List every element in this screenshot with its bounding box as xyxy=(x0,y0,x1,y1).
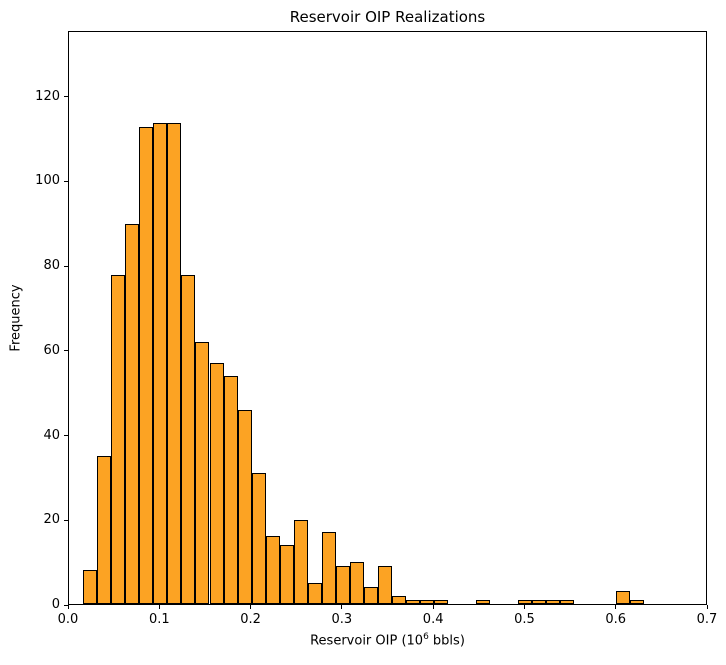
histogram-bar xyxy=(293,519,308,604)
histogram-bar xyxy=(265,536,280,604)
y-tick-label: 60 xyxy=(43,342,60,358)
y-tick-mark xyxy=(64,604,68,606)
histogram-bar xyxy=(531,599,546,604)
x-tick-label: 0.1 xyxy=(148,612,170,627)
histogram-bar xyxy=(545,599,560,604)
x-axis-label-prefix: Reservoir OIP (10 xyxy=(310,633,424,649)
x-tick-mark xyxy=(523,605,525,609)
x-tick-mark xyxy=(615,605,617,609)
histogram-bar xyxy=(321,532,336,604)
histogram-bar xyxy=(181,274,196,604)
plot-area xyxy=(68,31,707,605)
histogram-bar xyxy=(237,409,252,604)
x-axis-label-superscript: 6 xyxy=(423,632,429,642)
histogram-bar xyxy=(559,599,574,604)
histogram-bar xyxy=(195,342,210,604)
histogram-bar xyxy=(307,582,322,604)
histogram-bar xyxy=(251,473,266,604)
x-tick-mark xyxy=(250,605,252,609)
x-tick-mark xyxy=(341,605,343,609)
x-tick-mark xyxy=(158,605,160,609)
y-tick-label: 0 xyxy=(51,597,60,612)
y-tick-label: 20 xyxy=(43,512,60,528)
histogram-bar xyxy=(517,599,532,604)
histogram-bar xyxy=(419,599,434,604)
y-tick-mark xyxy=(64,96,68,98)
x-axis-label-suffix: bbls) xyxy=(428,633,465,649)
x-tick-label: 0.7 xyxy=(696,612,718,627)
y-tick-mark xyxy=(64,435,68,437)
y-tick-label: 100 xyxy=(35,173,60,189)
y-tick-mark xyxy=(64,265,68,267)
histogram-bar xyxy=(83,570,98,604)
y-tick-mark xyxy=(64,350,68,352)
x-tick-label: 0.6 xyxy=(605,612,627,627)
x-tick-mark xyxy=(67,605,69,609)
x-tick-mark xyxy=(706,605,708,609)
histogram-bar xyxy=(209,363,224,604)
histogram-bar xyxy=(279,544,294,604)
x-tick-label: 0.5 xyxy=(514,612,535,627)
histogram-bar xyxy=(433,599,448,604)
x-axis-label: Reservoir OIP (106 bbls) xyxy=(68,632,707,648)
x-tick-mark xyxy=(432,605,434,609)
y-tick-label: 80 xyxy=(43,258,60,274)
histogram-bar xyxy=(377,566,392,604)
y-axis-label: Frequency xyxy=(8,284,24,352)
x-tick-label: 0.2 xyxy=(240,612,261,627)
x-tick-label: 0.4 xyxy=(422,612,444,627)
y-tick-mark xyxy=(64,519,68,521)
histogram-bar xyxy=(335,566,350,604)
histogram-bar xyxy=(111,274,126,604)
histogram-bar xyxy=(349,561,364,604)
histogram-bar xyxy=(629,599,644,604)
x-tick-label: 0.3 xyxy=(331,612,353,627)
histogram-bar xyxy=(223,376,238,604)
x-tick-label: 0.0 xyxy=(57,612,79,627)
histogram-bar xyxy=(125,224,140,604)
histogram-bar xyxy=(139,126,154,604)
histogram-bar xyxy=(97,456,112,604)
histogram-bar xyxy=(167,122,182,604)
histogram-bar xyxy=(615,591,630,604)
y-tick-label: 120 xyxy=(35,88,60,104)
histogram-bar xyxy=(391,595,406,604)
y-tick-label: 40 xyxy=(43,427,60,443)
histogram-bar xyxy=(363,587,378,604)
histogram-bar xyxy=(153,122,168,604)
y-tick-mark xyxy=(64,180,68,182)
chart-title: Reservoir OIP Realizations xyxy=(289,8,486,26)
histogram-bar xyxy=(475,599,490,604)
histogram-bar xyxy=(405,599,420,604)
